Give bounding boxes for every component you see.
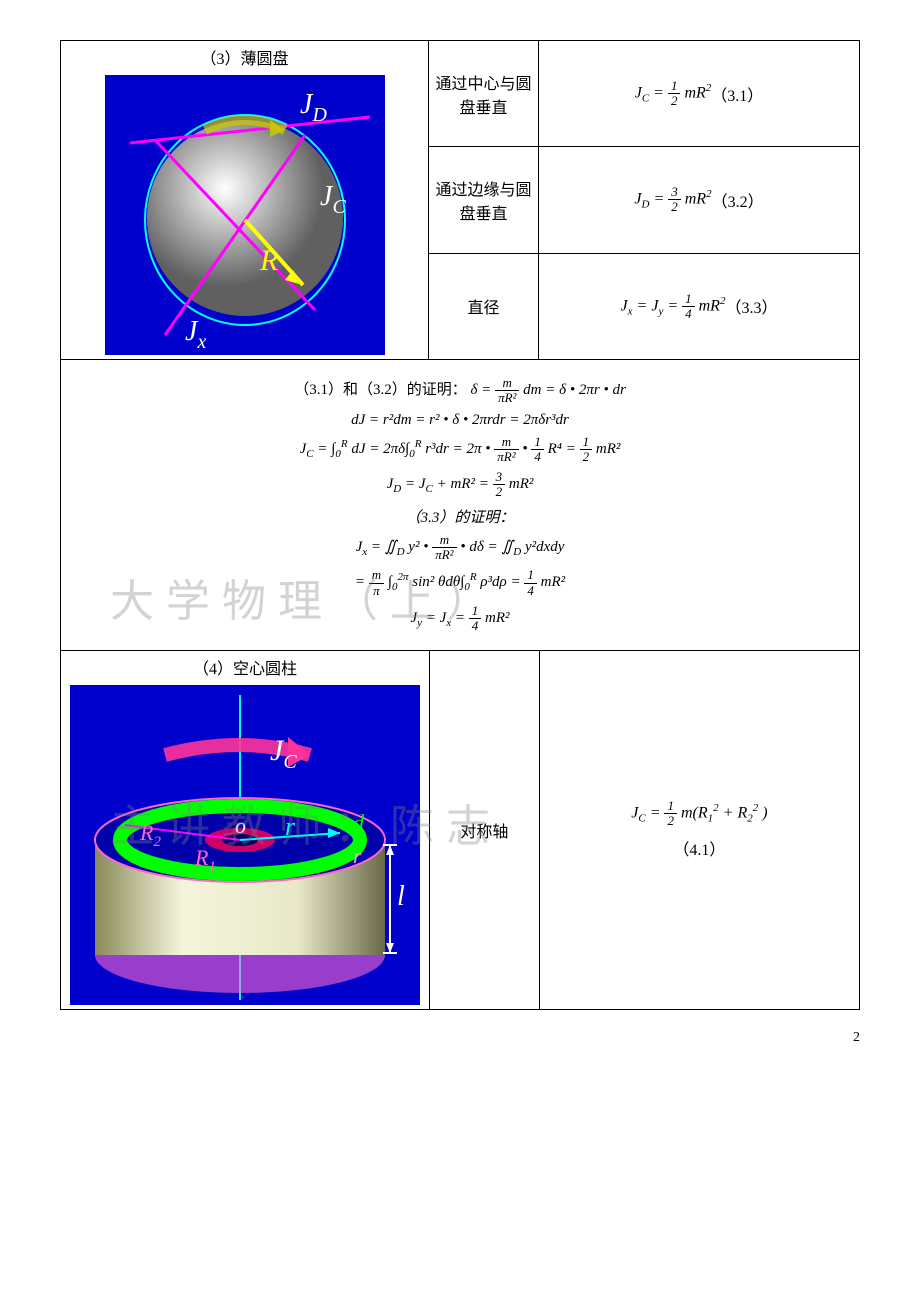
page-number: 2: [60, 1030, 860, 1046]
proof-line3: JC = ∫0R dJ = 2πδ∫0R r³dr = 2π • mπR² • …: [81, 435, 839, 465]
section3-title: （3）薄圆盘: [200, 45, 288, 69]
svg-text:R: R: [259, 244, 278, 277]
axis-4-1: 对称轴: [430, 651, 540, 1009]
proof-line6: = mπ ∫02π sin² θdθ∫0R ρ³dρ = 14 mR²: [81, 568, 839, 598]
svg-text:r: r: [353, 843, 362, 868]
proof-line5: Jx = ∬D y² • mπR² • dδ = ∬D y²dxdy: [81, 533, 839, 563]
formula-4-1: JC = 12 m(R12 + R22 ) （4.1）: [540, 651, 859, 1009]
proof-line7: Jy = Jx = 14 mR²: [81, 604, 839, 634]
formula-3-2: JD = 32 mR2 （3.2）: [539, 147, 859, 252]
content-table: （3）薄圆盘 JD JC: [60, 40, 860, 1010]
section3-row: （3）薄圆盘 JD JC: [61, 41, 859, 360]
thin-disk-diagram: JD JC Jx R: [105, 75, 385, 355]
svg-text:r: r: [285, 812, 296, 841]
svg-text:d: d: [353, 810, 365, 835]
svg-text:l: l: [397, 881, 405, 912]
proof-row: （3.1）和（3.2）的证明： δ = mπR² dm = δ • 2πr • …: [61, 360, 859, 651]
proof-heading2: （3.3）的证明：: [81, 506, 839, 527]
proof-line2: dJ = r²dm = r² • δ • 2πrdr = 2πδr³dr: [81, 412, 839, 429]
axis-3-2: 通过边缘与圆盘垂直: [429, 147, 539, 252]
proof-heading: （3.1）和（3.2）的证明： δ = mπR² dm = δ • 2πr • …: [81, 376, 839, 406]
section4-title: （4）空心圆柱: [193, 655, 297, 679]
section4-image-cell: （4）空心圆柱: [61, 651, 430, 1009]
hollow-cylinder-diagram: JC o r d r R2 R1 l: [70, 685, 420, 1005]
formula-3-3: Jx = Jy = 14 mR2 （3.3）: [539, 254, 859, 359]
axis-3-1: 通过中心与圆盘垂直: [429, 41, 539, 146]
svg-text:o: o: [235, 813, 246, 838]
section3-formulas: 通过中心与圆盘垂直 JC = 12 mR2 （3.1） 通过边缘与圆盘垂直 JD…: [429, 41, 859, 359]
section4-row: （4）空心圆柱: [61, 651, 859, 1009]
formula-3-1: JC = 12 mR2 （3.1）: [539, 41, 859, 146]
section3-image-cell: （3）薄圆盘 JD JC: [61, 41, 429, 359]
proof-line4: JD = JC + mR² = 32 mR²: [81, 470, 839, 500]
axis-3-3: 直径: [429, 254, 539, 359]
